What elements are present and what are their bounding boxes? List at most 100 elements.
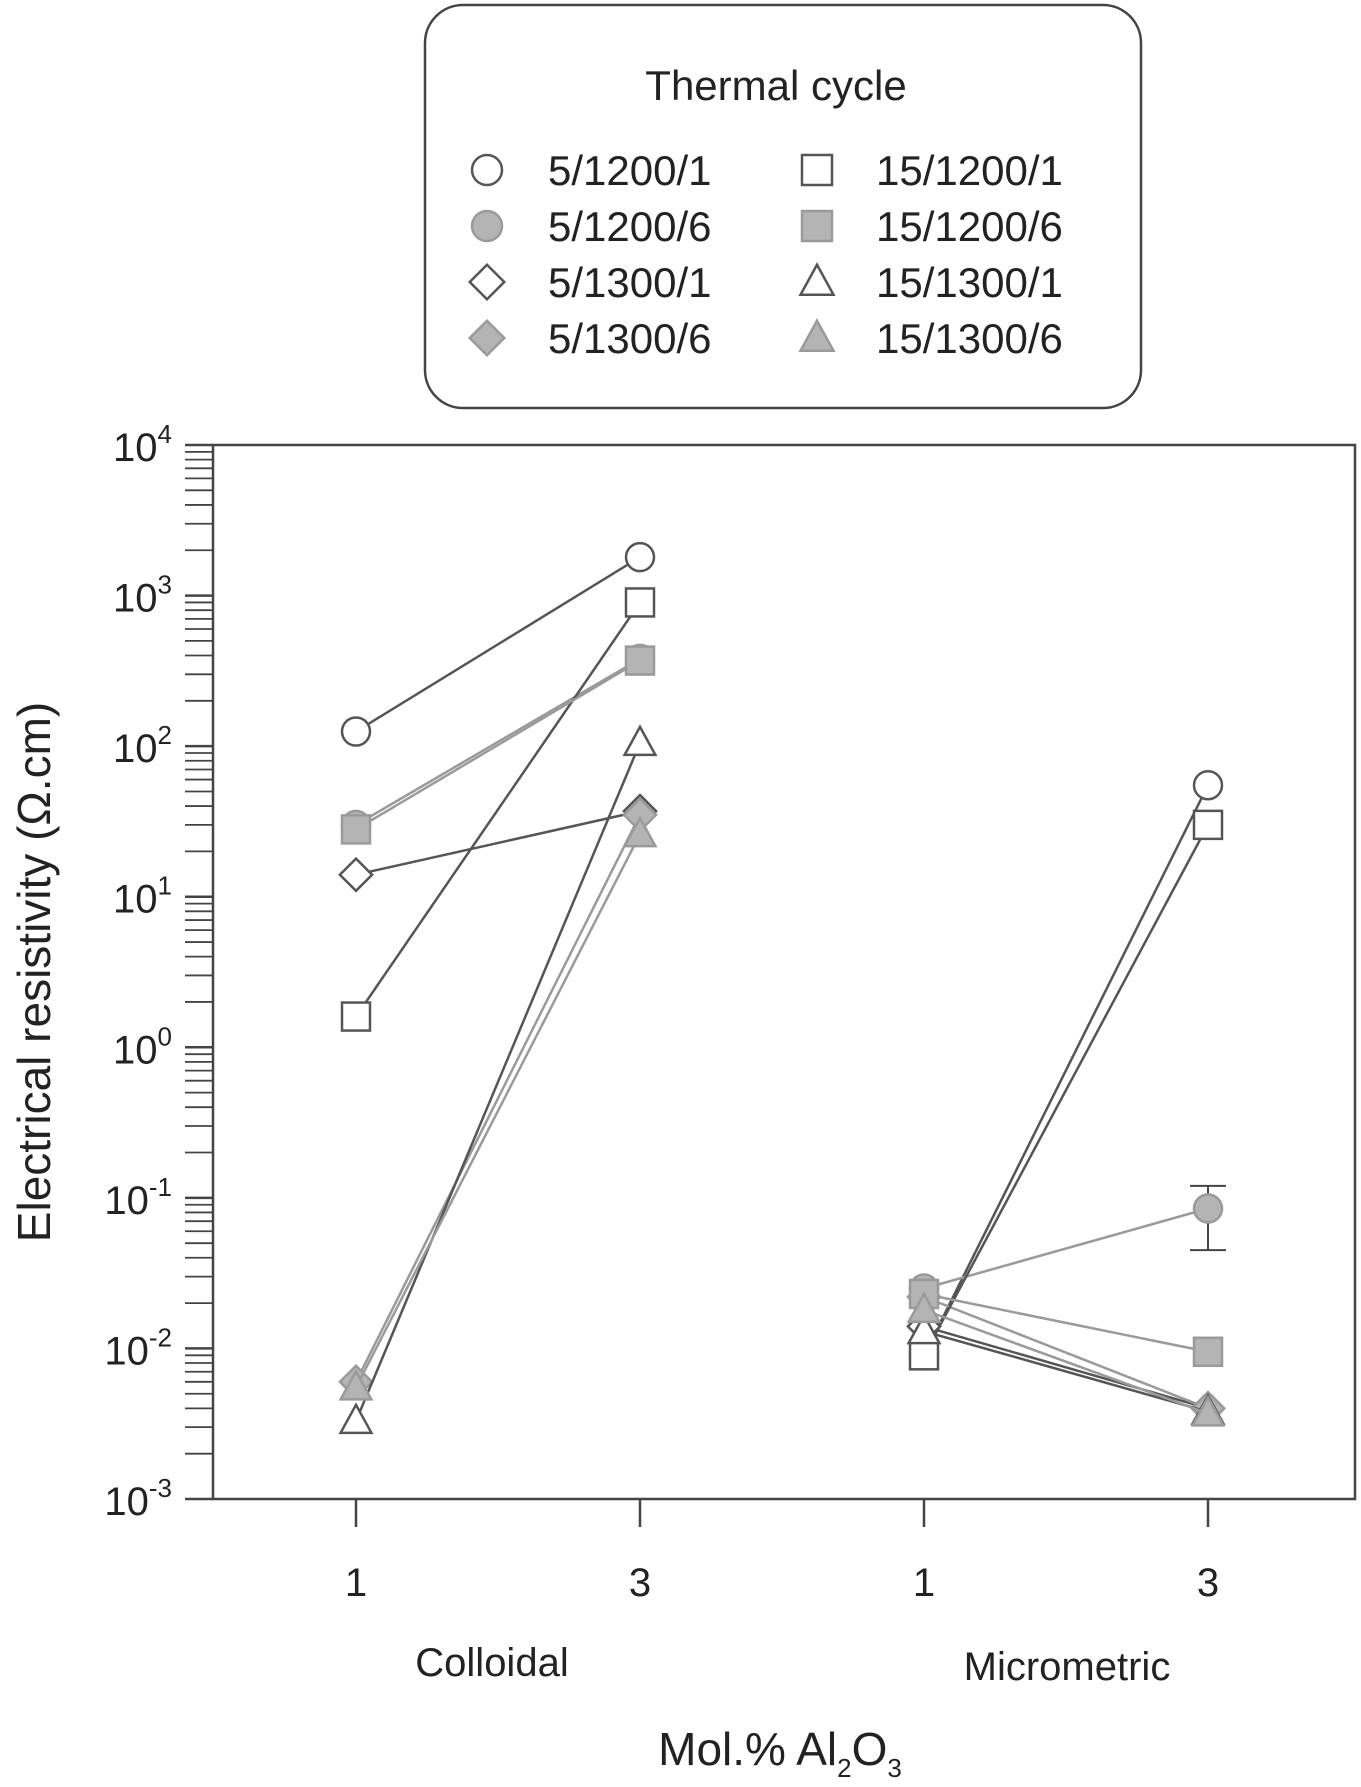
data-point	[1190, 1394, 1226, 1427]
legend-marker	[798, 262, 836, 296]
series-line	[355, 809, 641, 876]
legend-label: 5/1200/6	[548, 203, 712, 250]
y-tick-label-base: 10	[104, 1480, 149, 1524]
data-point	[338, 856, 374, 893]
series-line	[923, 1308, 1209, 1415]
series-layer	[338, 541, 1226, 1435]
x-tick-label: 3	[1197, 1561, 1219, 1605]
data-point	[340, 1001, 372, 1032]
y-tick-label: 104	[113, 419, 172, 470]
legend: Thermal cycle 5/1200/1 5/1200/6 5/1300/1 5/…	[423, 3, 1143, 410]
y-tick-label-exp: -2	[149, 1322, 172, 1352]
x-axis-title-sub1: 2	[837, 1753, 851, 1783]
series-line	[923, 1330, 1209, 1413]
series-diamond-open	[338, 793, 1226, 1427]
series-line	[923, 1325, 1209, 1410]
y-tick-label: 103	[113, 570, 172, 621]
data-point	[340, 716, 372, 747]
series-line	[922, 824, 1210, 1356]
y-tick-label-base: 10	[104, 1329, 149, 1373]
y-tick-label: 101	[113, 871, 172, 922]
data-point	[1192, 809, 1224, 841]
series-triangle-filled	[338, 815, 1226, 1427]
series-line	[923, 1292, 1209, 1354]
x-axis-title-mid: O	[852, 1723, 888, 1775]
legend-title: Thermal cycle	[645, 62, 906, 109]
legend-marker	[470, 209, 504, 243]
y-axis-title: Electrical resistivity (Ω.cm)	[8, 702, 60, 1242]
y-tick-label-exp: 1	[158, 871, 172, 901]
y-tick-label: 10-3	[104, 1473, 172, 1524]
legend-box	[423, 3, 1143, 410]
legend-marker	[467, 262, 507, 302]
legend-label: 5/1300/1	[548, 259, 712, 306]
series-line	[922, 784, 1210, 1356]
data-point	[622, 815, 658, 848]
series-square-open	[340, 587, 1224, 1371]
series-circle-filled	[340, 643, 1226, 1304]
series-circle-open	[340, 541, 1224, 1371]
x-tick-label: 3	[629, 1561, 651, 1605]
y-tick-label-exp: 4	[158, 419, 172, 449]
plot-frame	[211, 443, 1357, 1501]
legend-label: 5/1300/6	[548, 315, 712, 362]
y-tick-label-exp: 2	[158, 720, 172, 750]
series-diamond-filled	[338, 796, 1226, 1427]
x-axis-title-sub2: 3	[887, 1753, 901, 1783]
series-line	[355, 556, 641, 733]
data-point	[338, 1368, 374, 1401]
x-axis-title-main: Mol.% Al	[658, 1723, 837, 1775]
series-line	[923, 1207, 1209, 1290]
data-point	[624, 645, 656, 676]
y-tick-label: 10-1	[104, 1172, 172, 1223]
data-point	[624, 587, 656, 618]
data-point	[1192, 1336, 1224, 1368]
y-tick-label-base: 10	[113, 426, 158, 470]
data-point	[906, 1312, 942, 1345]
y-tick-label-base: 10	[113, 1028, 158, 1072]
y-tick-label: 100	[113, 1021, 172, 1072]
y-tick-label: 10-2	[104, 1322, 172, 1373]
legend-label: 15/1200/1	[876, 147, 1063, 194]
legend-marker	[800, 153, 834, 187]
y-tick-label-exp: 3	[158, 570, 172, 600]
legend-label: 5/1200/1	[548, 147, 712, 194]
x-tick-label: 1	[913, 1561, 935, 1605]
y-tick-label-base: 10	[113, 727, 158, 771]
data-point	[906, 1291, 942, 1324]
y-tick-label: 102	[113, 720, 172, 771]
series-line	[354, 601, 642, 1018]
series-square-filled	[340, 645, 1224, 1368]
y-tick-label-exp: -1	[149, 1172, 172, 1202]
y-tick-label-exp: -3	[149, 1473, 172, 1503]
data-point	[338, 1402, 374, 1435]
series-line	[354, 814, 642, 1383]
x-axis: 1 3 1 3	[345, 1499, 1219, 1605]
y-tick-label-base: 10	[104, 1179, 149, 1223]
legend-label: 15/1300/1	[876, 259, 1063, 306]
data-point	[1192, 769, 1224, 801]
data-point	[624, 541, 656, 573]
data-point	[908, 1340, 940, 1371]
x-tick-label: 1	[345, 1561, 367, 1605]
series-line	[923, 1295, 1209, 1410]
series-line	[355, 659, 641, 831]
legend-marker	[467, 318, 507, 358]
legend-label: 15/1200/6	[876, 203, 1063, 250]
group-label-micrometric: Micrometric	[964, 1645, 1171, 1689]
y-tick-label-base: 10	[113, 878, 158, 922]
data-point	[340, 814, 372, 845]
y-tick-label-base: 10	[113, 577, 158, 621]
legend-marker	[798, 318, 836, 352]
legend-marker	[800, 209, 834, 243]
data-point	[1192, 1193, 1224, 1224]
legend-marker	[470, 153, 504, 187]
data-point	[622, 724, 658, 757]
x-axis-title: Mol.% Al2O3	[658, 1723, 902, 1783]
y-tick-label-exp: 0	[158, 1021, 172, 1051]
series-line	[354, 833, 642, 1389]
legend-label: 15/1300/6	[876, 315, 1063, 362]
group-label-colloidal: Colloidal	[415, 1641, 568, 1685]
